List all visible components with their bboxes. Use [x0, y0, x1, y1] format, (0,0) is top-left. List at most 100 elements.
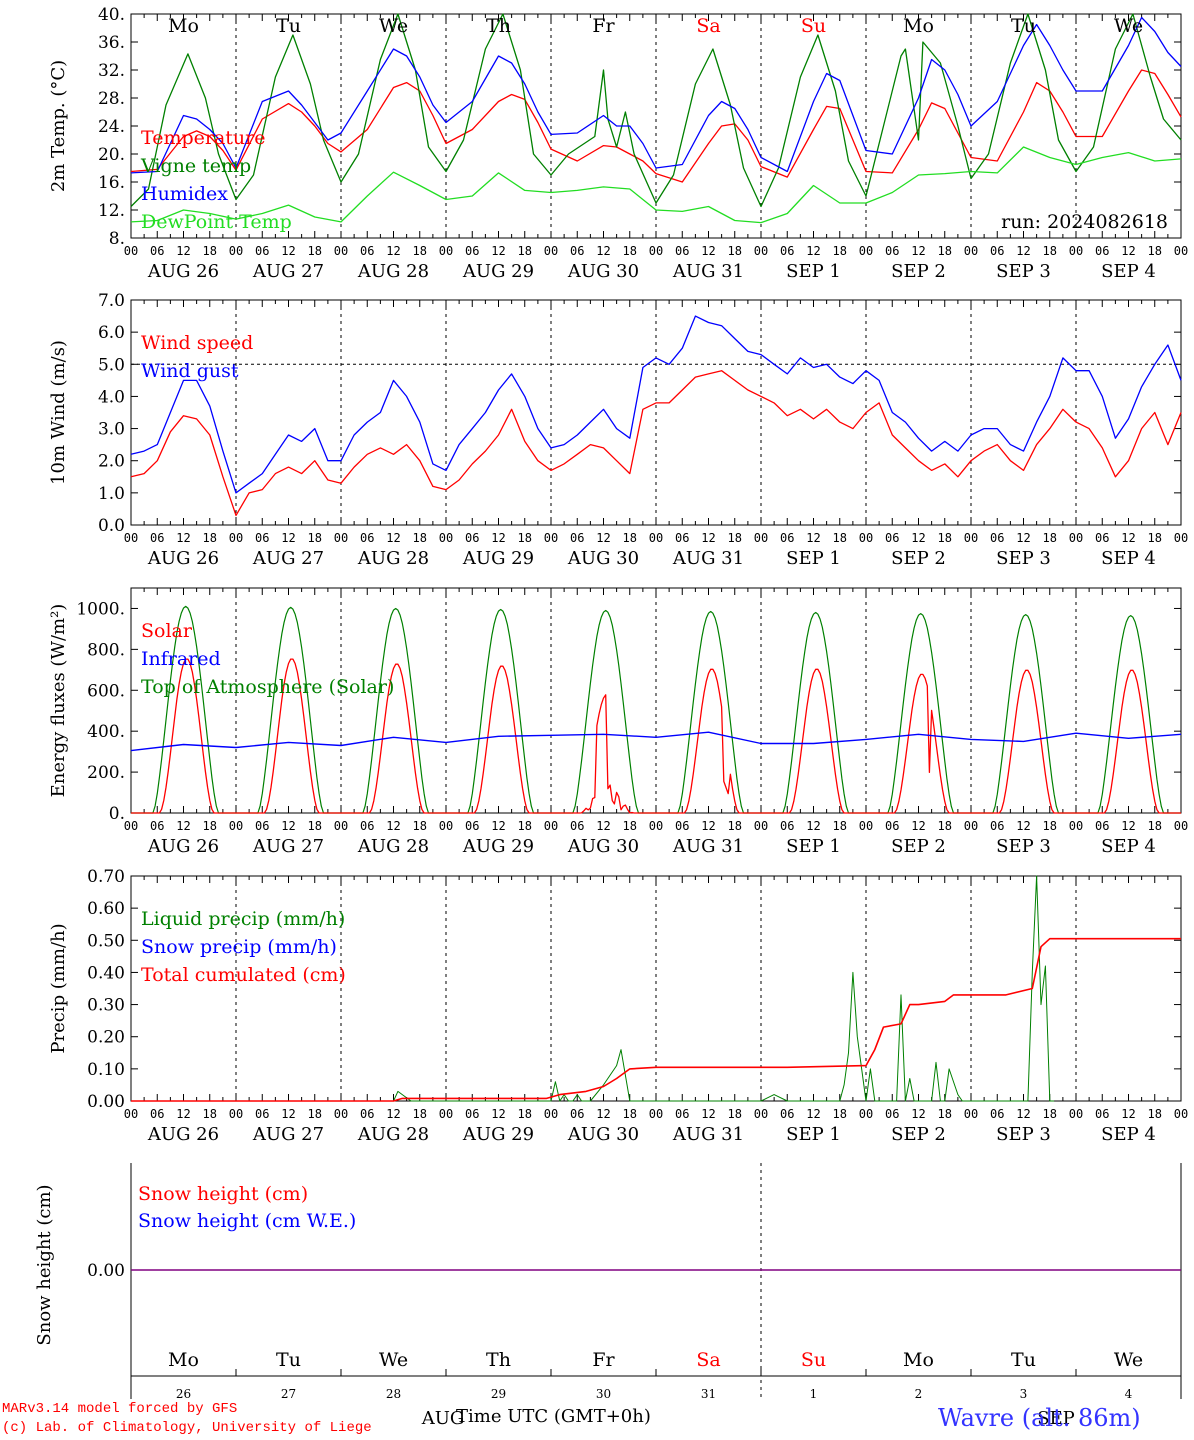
hour-tick-label: 00: [964, 244, 978, 258]
weekday-label: Mo: [168, 1349, 199, 1371]
hour-tick-label: 06: [465, 244, 479, 258]
weekday-label: Fr: [592, 1349, 615, 1371]
day-number: 31: [701, 1387, 716, 1401]
date-label: SEP 4: [1101, 836, 1156, 857]
month-label: AUG: [421, 1408, 465, 1429]
hour-tick-label: 00: [439, 244, 453, 258]
day-number: 2: [915, 1387, 923, 1401]
legend-snow-2: Snow height (cm W.E.): [138, 1210, 356, 1232]
hour-tick-label: 00: [124, 819, 138, 833]
hour-tick-label: 18: [413, 1107, 427, 1121]
hour-tick-label: 00: [1069, 531, 1083, 545]
day-number: 27: [281, 1387, 296, 1401]
hour-tick-label: 18: [728, 819, 742, 833]
hour-tick-label: 18: [413, 244, 427, 258]
date-label: SEP 3: [996, 261, 1051, 282]
date-label: AUG 31: [672, 261, 744, 282]
hour-tick-label: 06: [360, 1107, 374, 1121]
weekday-label: Tu: [276, 1349, 301, 1371]
hour-tick-label: 18: [623, 531, 637, 545]
hour-tick-label: 00: [439, 531, 453, 545]
hour-tick-label: 18: [518, 819, 532, 833]
hour-tick-label: 18: [308, 531, 322, 545]
legend-snow-1: Snow height (cm): [138, 1183, 308, 1205]
panel-1: [130, 13, 1182, 239]
hour-tick-label: 12: [281, 531, 295, 545]
hour-tick-label: 18: [203, 1107, 217, 1121]
legend-humidex: Humidex: [141, 183, 228, 205]
date-label: SEP 4: [1101, 1124, 1156, 1145]
hour-tick-label: 00: [964, 1107, 978, 1121]
weekday-label: Mo: [903, 15, 934, 37]
date-label: SEP 1: [786, 836, 841, 857]
weekday-label: Fr: [592, 15, 615, 37]
hour-tick-label: 06: [885, 531, 899, 545]
hour-tick-label: 12: [1121, 531, 1135, 545]
hour-tick-label: 18: [623, 1107, 637, 1121]
weekday-label: We: [1114, 1349, 1143, 1371]
panel-2: [130, 299, 1182, 526]
legend-solar: Solar: [141, 620, 193, 642]
date-label: SEP 1: [786, 548, 841, 569]
series-infrared: [130, 731, 1182, 752]
date-label: SEP 2: [891, 836, 946, 857]
date-label: AUG 26: [147, 1124, 219, 1145]
hour-tick-label: 06: [675, 244, 689, 258]
hour-tick-label: 12: [491, 819, 505, 833]
y-tick-label: 0.10: [87, 1060, 125, 1080]
hour-tick-label: 00: [1174, 819, 1188, 833]
hour-tick-label: 00: [544, 244, 558, 258]
hour-tick-label: 06: [150, 819, 164, 833]
legend-snow-precip-mm-h: Snow precip (mm/h): [141, 936, 337, 958]
day-number: 4: [1125, 1387, 1133, 1401]
hour-tick-label: 18: [1148, 244, 1162, 258]
hour-tick-label: 00: [229, 819, 243, 833]
hour-tick-label: 18: [623, 244, 637, 258]
weekday-label: Su: [801, 15, 826, 37]
legend-vigne-temp: Vigne temp: [140, 155, 251, 177]
hour-tick-label: 06: [675, 531, 689, 545]
hour-tick-label: 00: [334, 244, 348, 258]
date-label: AUG 26: [147, 548, 219, 569]
hour-tick-label: 12: [911, 244, 925, 258]
date-label: AUG 31: [672, 836, 744, 857]
weekday-label: Tu: [1011, 15, 1036, 37]
date-label: AUG 30: [567, 261, 639, 282]
series-vigne-temp: [130, 13, 1182, 208]
y-axis-title: 10m Wind (m/s): [48, 340, 69, 485]
hour-tick-label: 00: [439, 819, 453, 833]
date-label: AUG 30: [567, 1124, 639, 1145]
hour-tick-label: 18: [1148, 819, 1162, 833]
date-label: AUG 30: [567, 836, 639, 857]
date-label: AUG 28: [357, 548, 429, 569]
y-tick-label: 20.: [98, 145, 125, 165]
date-label: AUG 31: [672, 1124, 744, 1145]
hour-tick-label: 18: [833, 531, 847, 545]
hour-tick-label: 00: [229, 244, 243, 258]
y-tick-label: 600.: [87, 681, 125, 701]
y-tick-label: 36.: [98, 33, 125, 53]
hour-tick-label: 06: [570, 1107, 584, 1121]
series-temperature: [130, 69, 1182, 183]
hour-tick-label: 06: [780, 531, 794, 545]
hour-tick-label: 00: [1174, 1107, 1188, 1121]
hour-tick-label: 18: [203, 819, 217, 833]
y-tick-label: 24.: [98, 117, 125, 137]
hour-tick-label: 18: [623, 819, 637, 833]
hour-tick-label: 12: [386, 819, 400, 833]
legend-temperature: Temperature: [141, 127, 265, 149]
hour-tick-label: 06: [150, 244, 164, 258]
hour-tick-label: 06: [990, 244, 1004, 258]
hour-tick-label: 12: [701, 244, 715, 258]
panel-5: [130, 1163, 1182, 1399]
y-tick-label: 16.: [98, 173, 125, 193]
hour-tick-label: 18: [728, 1107, 742, 1121]
hour-tick-label: 12: [806, 244, 820, 258]
date-label: AUG 29: [462, 261, 534, 282]
hour-tick-label: 06: [465, 1107, 479, 1121]
date-label: SEP 3: [996, 1124, 1051, 1145]
day-number: 30: [596, 1387, 611, 1401]
weekday-label: Th: [486, 1349, 511, 1371]
hour-tick-label: 12: [911, 1107, 925, 1121]
